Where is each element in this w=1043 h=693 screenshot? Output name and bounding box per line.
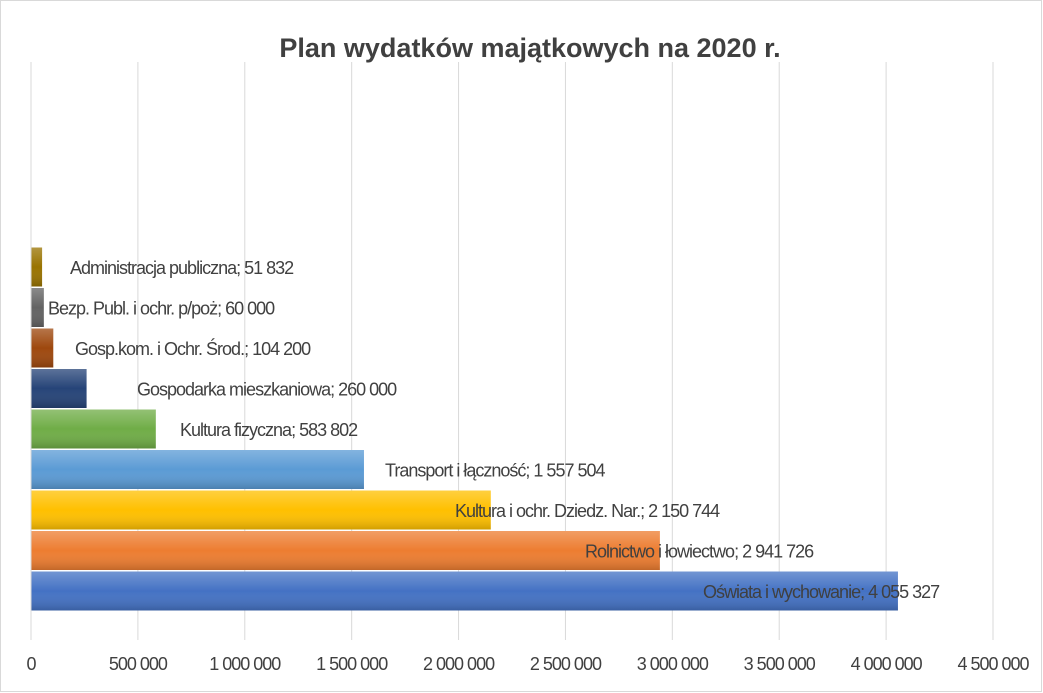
data-label-value: 51 832 <box>244 258 294 278</box>
data-label-separator: ; <box>217 298 225 318</box>
data-label: Gosp.kom. i Ochr. Środ.; 104 200 <box>75 338 311 359</box>
x-tick-label: 3 500 000 <box>744 654 816 674</box>
data-label-value: 2 941 726 <box>742 541 814 561</box>
chart-title: Plan wydatków majątkowych na 2020 r. <box>279 33 780 63</box>
bar-shade <box>31 369 87 408</box>
x-tick-label: 4 500 000 <box>957 654 1029 674</box>
x-tick-label: 3 000 000 <box>637 654 709 674</box>
data-label-separator: ; <box>525 460 533 480</box>
data-label-category: Kultura i ochr. Dziedz. Nar. <box>455 501 640 521</box>
data-label-value: 583 802 <box>299 420 358 440</box>
data-label-separator: ; <box>734 541 742 561</box>
data-label-separator: ; <box>291 420 299 440</box>
data-label-separator: ; <box>860 582 868 602</box>
data-label-category: Rolnictwo i łowiectwo <box>585 541 735 561</box>
data-label: Transport i łączność; 1 557 504 <box>385 460 605 480</box>
bar-shade <box>31 409 156 449</box>
data-label-value: 104 200 <box>252 339 311 359</box>
data-label-separator: ; <box>236 258 244 278</box>
data-label-value: 60 000 <box>225 298 275 318</box>
data-label-value: 1 557 504 <box>533 460 605 480</box>
bar-shade <box>31 531 660 570</box>
data-label-separator: ; <box>640 501 648 521</box>
data-label-category: Gospodarka mieszkaniowa <box>137 379 332 399</box>
data-label-separator: ; <box>244 339 252 359</box>
x-tick-label: 1 500 000 <box>316 654 388 674</box>
data-label-category: Transport i łączność <box>385 460 526 480</box>
x-tick-label: 2 500 000 <box>530 654 602 674</box>
data-label: Kultura i ochr. Dziedz. Nar.; 2 150 744 <box>455 501 720 521</box>
bar-shade <box>31 247 43 287</box>
x-tick-label: 0 <box>26 654 36 674</box>
x-tick-label: 2 000 000 <box>423 654 495 674</box>
bar-shade <box>31 571 898 611</box>
data-label-separator: ; <box>330 379 338 399</box>
bar-shade <box>31 288 44 327</box>
data-label-category: Kultura fizyczna <box>180 420 293 440</box>
data-label: Kultura fizyczna; 583 802 <box>180 420 358 440</box>
data-label-value: 2 150 744 <box>648 501 720 521</box>
bar-shade <box>31 328 54 368</box>
bar-shade <box>31 450 364 489</box>
data-label: Administracja publiczna; 51 832 <box>70 258 294 278</box>
data-label-value: 4 055 327 <box>868 582 940 602</box>
data-label-category: Administracja publiczna <box>70 258 238 278</box>
x-tick-label: 4 000 000 <box>851 654 923 674</box>
bar-shade <box>31 490 491 530</box>
data-label-category: Oświata i wychowanie <box>703 582 861 602</box>
data-label: Bezp. Publ. i ochr. p/poż; 60 000 <box>48 298 275 318</box>
data-label-category: Bezp. Publ. i ochr. p/poż <box>48 298 218 318</box>
x-tick-label: 500 000 <box>109 654 168 674</box>
data-label: Gospodarka mieszkaniowa; 260 000 <box>137 379 397 399</box>
data-label: Oświata i wychowanie; 4 055 327 <box>703 582 940 602</box>
data-label: Rolnictwo i łowiectwo; 2 941 726 <box>585 541 814 561</box>
data-label-value: 260 000 <box>338 379 397 399</box>
data-label-category: Gosp.kom. i Ochr. Środ. <box>75 338 244 359</box>
x-tick-label: 1 000 000 <box>209 654 281 674</box>
